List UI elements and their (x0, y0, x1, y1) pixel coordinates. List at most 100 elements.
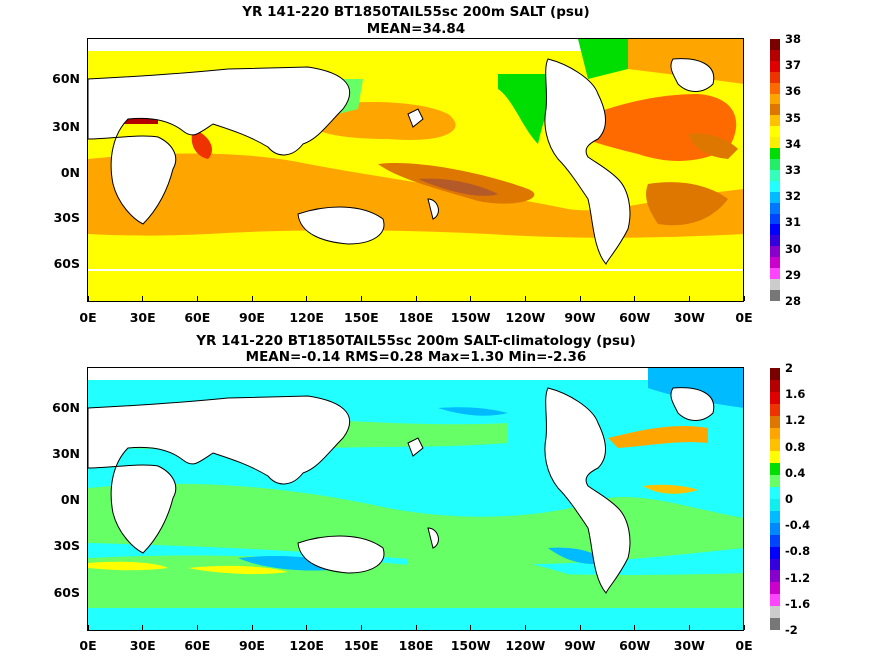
colorbar-segment (770, 213, 780, 225)
colorbar-bottom (770, 368, 780, 630)
colorbar-tick-label: 1.6 (785, 387, 806, 402)
x-tick-label: 0E (735, 310, 753, 325)
colorbar-segment (770, 158, 780, 170)
colorbar-tick-label: 0 (785, 492, 794, 506)
x-tick-mark (360, 296, 362, 301)
y-tick-30n-top: 30N (52, 119, 80, 134)
y-tick-0n-top: 0N (60, 165, 80, 180)
colorbar-segment (770, 403, 780, 416)
colorbar-tick-label: -1.2 (785, 570, 811, 585)
colorbar-segment (770, 522, 780, 535)
colorbar-segment (770, 82, 780, 94)
x-tick-mark (743, 625, 745, 630)
x-tick-label: 120W (505, 310, 546, 325)
colorbar-tick-label: 32 (785, 189, 802, 204)
colorbar-tick-label: -0.8 (785, 544, 811, 559)
colorbar-tick-label: 34 (785, 136, 802, 151)
x-tick-label: 90W (564, 310, 596, 325)
colorbar-segment (770, 137, 780, 149)
x-tick-label: 150W (450, 310, 491, 325)
colorbar-segment (770, 606, 780, 619)
colorbar-segment (770, 39, 780, 50)
x-tick-mark (579, 296, 581, 301)
anomaly-field-bottom (88, 368, 744, 630)
colorbar-tick-label: -1.6 (785, 596, 811, 611)
chart-subtitle-bottom: MEAN=-0.14 RMS=0.28 Max=1.30 Min=-2.36 (245, 349, 587, 365)
colorbar-segment (770, 115, 780, 127)
colorbar-segment (770, 475, 780, 488)
x-tick-label: 180E (398, 638, 434, 653)
x-tick-label: 0E (79, 310, 97, 325)
colorbar-segment (770, 510, 780, 523)
x-tick-label: 90E (239, 310, 265, 325)
colorbar-segment (770, 224, 780, 236)
chart-subtitle-top: MEAN=34.84 (366, 21, 466, 37)
x-tick-label: 0E (735, 638, 753, 653)
colorbar-tick-label: 37 (785, 58, 802, 73)
x-tick-mark (196, 625, 198, 630)
salinity-field-top (88, 39, 744, 301)
colorbar-segment (770, 427, 780, 440)
chart-title-bottom: YR 141-220 BT1850TAIL55sc 200m SALT-clim… (196, 333, 636, 349)
colorbar-tick-label: 2 (785, 361, 794, 375)
x-tick-mark (142, 296, 144, 301)
y-tick-60s-bottom: 60S (53, 585, 80, 600)
colorbar-segment (770, 594, 780, 607)
x-tick-mark (743, 296, 745, 301)
colorbar-segment (770, 391, 780, 404)
x-tick-label: 30E (129, 310, 156, 325)
salinity-anomaly-map-bottom (88, 368, 744, 630)
colorbar-tick-label: 35 (785, 110, 802, 125)
x-tick-label: 60E (184, 638, 211, 653)
y-tick-30n-bottom: 30N (52, 446, 80, 461)
colorbar-segment (770, 534, 780, 547)
x-tick-mark (251, 296, 253, 301)
x-tick-label: 90W (564, 638, 596, 653)
colorbar-tick-label: 29 (785, 267, 802, 282)
colorbar-segment (770, 60, 780, 72)
colorbar-segment (770, 558, 780, 571)
colorbar-segment (770, 451, 780, 464)
x-tick-mark (415, 296, 417, 301)
x-tick-label: 0E (79, 638, 97, 653)
colorbar-top (770, 39, 780, 301)
x-tick-mark (524, 625, 526, 630)
colorbar-tick-label: 28 (785, 294, 802, 308)
colorbar-segment (770, 257, 780, 269)
x-tick-mark (470, 625, 472, 630)
x-tick-mark (87, 296, 89, 301)
colorbar-segment (770, 618, 780, 630)
colorbar-segment (770, 415, 780, 428)
x-tick-label: 30W (673, 638, 705, 653)
x-tick-label: 180E (398, 310, 434, 325)
colorbar-segment (770, 439, 780, 452)
x-tick-mark (142, 625, 144, 630)
colorbar-segment (770, 71, 780, 83)
x-tick-label: 60W (619, 310, 651, 325)
x-tick-label: 150E (344, 310, 379, 325)
colorbar-tick-label: 38 (785, 32, 802, 46)
colorbar-segment (770, 180, 780, 192)
x-tick-mark (579, 625, 581, 630)
x-tick-mark (688, 296, 690, 301)
x-tick-label: 120W (505, 638, 546, 653)
colorbar-tick-label: 0.8 (785, 439, 806, 454)
x-tick-mark (634, 296, 636, 301)
colorbar-segment (770, 463, 780, 476)
y-tick-60n-top: 60N (52, 71, 80, 86)
colorbar-segment (770, 93, 780, 105)
colorbar-segment (770, 126, 780, 138)
colorbar-segment (770, 278, 780, 290)
colorbar-tick-label: 1.2 (785, 413, 806, 428)
x-tick-mark (470, 296, 472, 301)
x-tick-label: 60W (619, 638, 651, 653)
y-tick-30s-bottom: 30S (53, 538, 80, 553)
x-tick-mark (688, 625, 690, 630)
colorbar-segment (770, 148, 780, 159)
y-tick-60s-top: 60S (53, 256, 80, 271)
colorbar-segment (770, 546, 780, 559)
y-tick-60n-bottom: 60N (52, 400, 80, 415)
colorbar-segment (770, 268, 780, 279)
colorbar-segment (770, 570, 780, 583)
colorbar-tick-label: 36 (785, 84, 802, 99)
